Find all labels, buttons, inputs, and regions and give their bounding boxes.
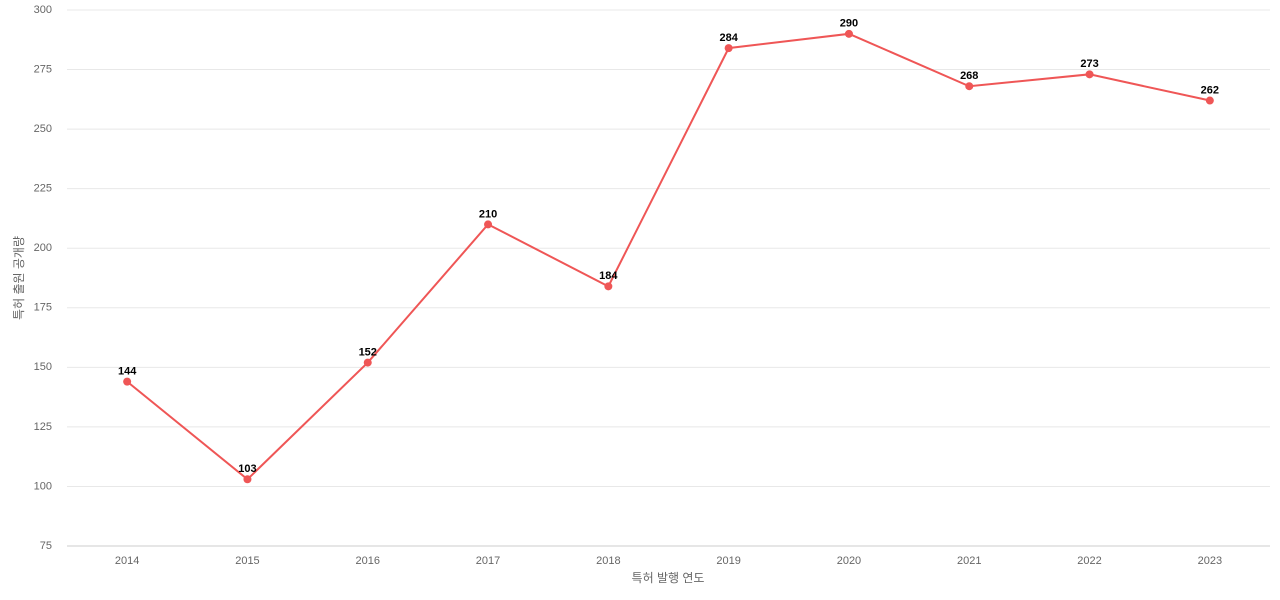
x-tick-label: 2020 — [837, 555, 861, 567]
y-axis-title: 특허 출원 공개량 — [12, 236, 26, 320]
x-tick-label: 2014 — [115, 555, 139, 567]
x-tick-label: 2017 — [476, 555, 500, 567]
point — [724, 44, 733, 53]
y-tick-label: 75 — [40, 540, 52, 552]
y-tick-label: 275 — [34, 63, 52, 75]
y-tick-label: 100 — [34, 480, 52, 492]
point — [123, 377, 132, 386]
point — [1205, 96, 1214, 105]
point — [604, 282, 613, 291]
y-tick-label: 125 — [34, 421, 52, 433]
value-label: 210 — [479, 208, 497, 220]
y-tick-label: 300 — [34, 4, 52, 16]
value-label: 273 — [1080, 58, 1098, 70]
point — [1085, 70, 1094, 79]
value-label: 103 — [238, 463, 256, 475]
value-label: 290 — [840, 18, 858, 30]
point — [844, 29, 853, 38]
value-label: 284 — [719, 32, 738, 44]
x-tick-label: 2016 — [356, 555, 380, 567]
x-tick-label: 2019 — [716, 555, 740, 567]
x-tick-label: 2021 — [957, 555, 981, 567]
y-tick-label: 175 — [34, 302, 52, 314]
x-axis-title: 특허 발행 연도 — [632, 570, 705, 585]
line — [126, 32, 1211, 481]
x-tick-label: 2015 — [235, 555, 259, 567]
y-tick-label: 150 — [34, 361, 52, 373]
point — [484, 220, 493, 229]
x-tick-label: 2022 — [1077, 555, 1101, 567]
point — [363, 358, 372, 367]
y-tick-label: 225 — [34, 183, 52, 195]
y-tick-label: 250 — [34, 123, 52, 135]
value-label: 152 — [359, 346, 377, 358]
y-tick-label: 200 — [34, 242, 52, 254]
value-label: 144 — [118, 366, 137, 378]
x-tick-label: 2018 — [596, 555, 620, 567]
value-label: 184 — [599, 270, 618, 282]
value-label: 268 — [960, 70, 978, 82]
point — [965, 82, 974, 91]
point — [243, 475, 252, 484]
value-label: 262 — [1201, 84, 1219, 96]
x-tick-label: 2023 — [1198, 555, 1222, 567]
